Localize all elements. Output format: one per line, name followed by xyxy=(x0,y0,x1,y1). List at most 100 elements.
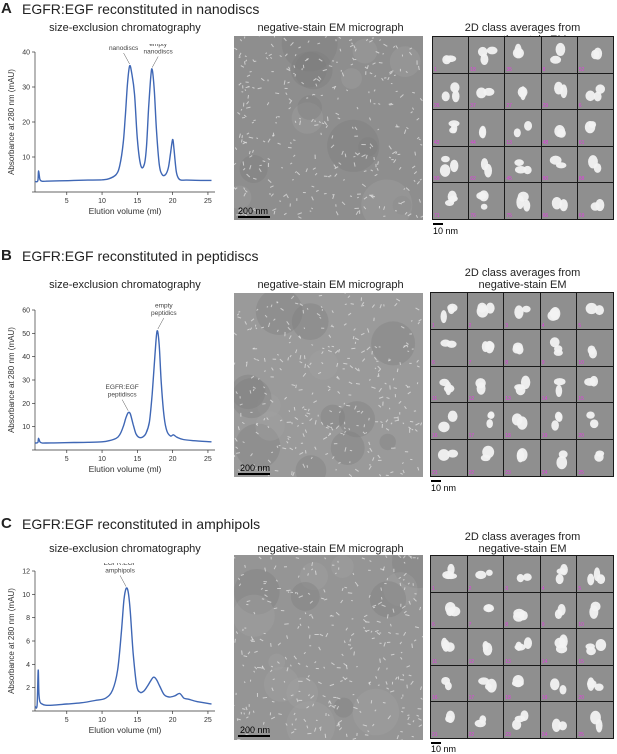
class-index-label: 21 xyxy=(432,732,438,738)
class-index-label: 6 xyxy=(432,622,435,628)
y-tick-label: 4 xyxy=(26,662,30,669)
class-average-cell: 37 xyxy=(469,74,504,110)
class-index-label: 44 xyxy=(470,140,476,146)
class-average-cell: 24 xyxy=(541,440,577,476)
class-average-cell: 22 xyxy=(468,440,504,476)
panel-label-a: A xyxy=(1,0,12,17)
sec-title-a: size-exclusion chromatography xyxy=(40,22,210,34)
class-index-label: 14 xyxy=(542,659,548,665)
class-average-cell: 9 xyxy=(541,593,577,629)
annotation-leader xyxy=(120,576,126,587)
cls-scalebar-label-b: 10 nm xyxy=(431,483,456,493)
class-index-label: 80 xyxy=(543,176,549,182)
class-average-cell: 13 xyxy=(505,110,540,146)
class-index-label: 25 xyxy=(578,732,584,738)
x-tick-label: 5 xyxy=(65,456,69,463)
sec-title-c: size-exclusion chromatography xyxy=(40,543,210,555)
class-average-cell: 19 xyxy=(541,403,577,439)
y-tick-label: 40 xyxy=(22,50,30,57)
class-index-label: 88 xyxy=(579,176,585,182)
em-micrograph-c xyxy=(234,555,423,740)
class-average-cell: 14 xyxy=(541,629,577,665)
class-index-label: 14 xyxy=(542,396,548,402)
class-index-label: 7 xyxy=(469,622,472,628)
class-index-label: 24 xyxy=(542,732,548,738)
class-index-label: 4 xyxy=(542,323,545,329)
annotation-leader xyxy=(152,57,158,68)
x-tick-label: 20 xyxy=(169,456,177,463)
panel-c: C EGFR:EGF reconstituted in amphipols si… xyxy=(0,515,617,753)
y-tick-label: 12 xyxy=(22,569,30,576)
annotation-label: peptidiscs xyxy=(108,392,138,399)
class-average-cell: 59 xyxy=(433,147,468,183)
class-average-cell: 21 xyxy=(431,440,467,476)
y-tick-label: 20 xyxy=(22,120,30,127)
class-average-cell: 5 xyxy=(577,556,613,592)
class-index-label: 23 xyxy=(505,470,511,476)
class-index-label: 24 xyxy=(542,470,548,476)
annotation-leader xyxy=(122,400,128,411)
y-tick-label: 50 xyxy=(22,331,30,338)
x-axis-label: Elution volume (ml) xyxy=(89,725,162,735)
class-average-cell: 66 xyxy=(542,183,577,219)
class-average-cell: 15 xyxy=(577,629,613,665)
class-average-cell: 19 xyxy=(541,666,577,702)
em-scalebar-b xyxy=(238,473,270,475)
class-index-label: 18 xyxy=(505,695,511,701)
class-index-label: 59 xyxy=(434,176,440,182)
class-index-label: 6 xyxy=(432,360,435,366)
y-tick-label: 10 xyxy=(22,424,30,431)
class-index-label: 19 xyxy=(542,695,548,701)
class-index-label: 61 xyxy=(579,140,585,146)
class-index-label: 3 xyxy=(505,323,508,329)
x-tick-label: 25 xyxy=(204,456,212,463)
y-tick-label: 2 xyxy=(26,685,30,692)
class-average-cell: 23 xyxy=(504,702,540,738)
class-average-cell: 20 xyxy=(577,666,613,702)
x-tick-label: 5 xyxy=(65,198,69,205)
x-tick-label: 20 xyxy=(169,198,177,205)
class-index-label: 11 xyxy=(432,396,437,402)
class-index-label: 35 xyxy=(506,67,512,73)
class-average-cell: 7 xyxy=(468,593,504,629)
class-index-label: 22 xyxy=(469,732,475,738)
class-average-cell: 25 xyxy=(577,702,613,738)
annotation-label: peptidics xyxy=(151,310,177,317)
x-tick-label: 5 xyxy=(65,717,69,724)
class-index-label: 29 xyxy=(543,103,549,109)
class-average-cell: 52 xyxy=(578,37,613,73)
class-average-cell: 8 xyxy=(504,330,540,366)
class-average-cell: 1 xyxy=(433,37,468,73)
class-index-label: 6 xyxy=(579,103,582,109)
class-average-cell: 11 xyxy=(431,367,467,403)
class-average-cell: 75 xyxy=(505,183,540,219)
class-index-label: 15 xyxy=(578,659,584,665)
class-average-cell: 62 xyxy=(469,147,504,183)
class-average-cell: 42 xyxy=(433,110,468,146)
em-title-b: negative-stain EM micrograph xyxy=(238,279,423,291)
class-index-label: 18 xyxy=(505,433,511,439)
class-index-label: 18 xyxy=(470,67,476,73)
annotation-label: nanodiscs xyxy=(144,49,174,56)
class-index-label: 10 xyxy=(578,622,584,628)
panel-title-b: EGFR:EGF reconstituted in peptidiscs xyxy=(22,248,259,264)
class-index-label: 62 xyxy=(470,176,476,182)
class-index-label: 42 xyxy=(434,140,440,146)
series-line xyxy=(35,66,212,182)
class-index-label: 69 xyxy=(579,213,585,219)
class-average-cell: 1 xyxy=(431,293,467,329)
class-average-cell: 35 xyxy=(505,37,540,73)
x-axis-label: Elution volume (ml) xyxy=(89,206,162,216)
class-average-cell: 5 xyxy=(577,293,613,329)
class-average-cell: 13 xyxy=(504,629,540,665)
class-average-cell: 2 xyxy=(468,556,504,592)
class-average-cell: 25 xyxy=(577,440,613,476)
class-index-label: 19 xyxy=(542,433,548,439)
y-axis-label: Absorbance at 280 nm (mAU) xyxy=(7,69,16,175)
y-tick-label: 30 xyxy=(22,85,30,92)
panel-a: A EGFR:EGF reconstituted in nanodiscs si… xyxy=(0,0,617,240)
class-average-cell: 2 xyxy=(468,293,504,329)
